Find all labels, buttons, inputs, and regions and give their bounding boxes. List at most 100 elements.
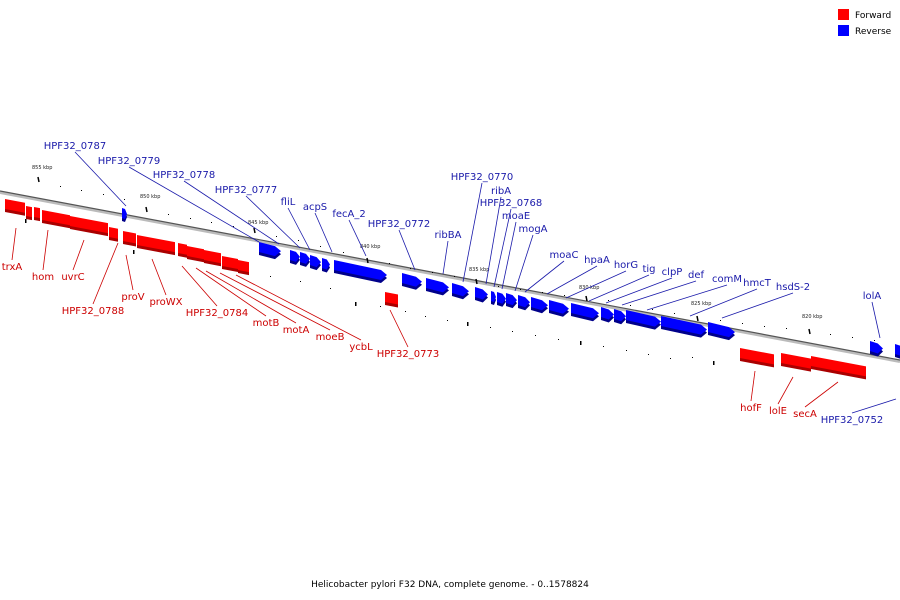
reverse-gene-arrow — [452, 283, 469, 300]
forward-gene-label: hom — [32, 229, 54, 283]
svg-text:acpS: acpS — [303, 202, 327, 213]
svg-text:HPF32_0778: HPF32_0778 — [153, 170, 215, 181]
forward-gene-arrow — [204, 250, 221, 267]
forward-gene-label: HPF32_0788 — [62, 242, 124, 317]
reverse-gene-arrow — [895, 344, 900, 359]
kbp-label: 840 kbp — [360, 244, 380, 250]
svg-text:motB: motB — [253, 318, 280, 329]
svg-text:moaE: moaE — [502, 211, 530, 222]
kbp-label: 850 kbp — [140, 194, 160, 200]
forward-gene-arrow — [178, 243, 187, 258]
scale-ticks: 855 kbp 850 kbp 845 kbp 840 kbp 835 kbp … — [32, 165, 875, 341]
reverse-gene-arrow — [475, 287, 488, 303]
forward-gene-arrow — [34, 207, 40, 222]
forward-gene-arrow — [187, 246, 204, 263]
legend: Forward Reverse — [838, 9, 892, 37]
reverse-gene-arrow — [571, 303, 599, 322]
svg-text:ribA: ribA — [491, 186, 511, 197]
svg-text:secA: secA — [793, 409, 817, 420]
forward-gene-arrow — [42, 210, 70, 229]
svg-text:lolA: lolA — [863, 291, 882, 302]
svg-text:HPF32_0777: HPF32_0777 — [215, 185, 277, 196]
svg-text:hofF: hofF — [740, 403, 762, 414]
forward-gene-arrow — [5, 199, 25, 216]
forward-gene-arrow — [238, 260, 249, 276]
svg-text:moaC: moaC — [550, 250, 579, 261]
reverse-gene-label: hmcT — [689, 278, 772, 317]
reverse-gene-arrow — [870, 341, 883, 357]
reverse-gene-label: comM — [646, 274, 742, 311]
svg-text:def: def — [688, 270, 705, 281]
reverse-gene-arrow — [310, 255, 321, 271]
reverse-gene-label: HPF32_0772 — [368, 219, 430, 271]
forward-gene-arrow — [740, 348, 774, 368]
svg-text:HPF32_0770: HPF32_0770 — [451, 172, 513, 183]
reverse-gene-arrow — [518, 295, 530, 311]
forward-gene-label: hofF — [740, 370, 762, 414]
reverse-gene-label: HPF32_0787 — [44, 141, 127, 207]
forward-gene-label: trxA — [2, 227, 23, 273]
genome-caption: Helicobacter pylori F32 DNA, complete ge… — [311, 580, 589, 590]
reverse-gene-arrow — [426, 278, 449, 296]
reverse-gene-label: HPF32_0777 — [215, 185, 301, 249]
svg-text:ribBA: ribBA — [435, 230, 462, 241]
forward-gene-label: motB — [195, 267, 280, 329]
forward-gene-arrow — [811, 356, 866, 380]
forward-gene-arrow — [385, 292, 398, 308]
reverse-gene-label: ribBA — [435, 230, 462, 275]
forward-gene-label: motA — [205, 270, 310, 336]
reverse-gene-label: HPF32_0768 — [480, 198, 542, 288]
forward-gene-arrow — [109, 227, 118, 242]
reverse-gene-label: HPF32_0778 — [153, 170, 280, 245]
reverse-gene-label: horG — [565, 260, 638, 299]
forward-gene-arrow — [781, 353, 811, 372]
svg-text:motA: motA — [283, 325, 310, 336]
reverse-gene-arrow — [506, 293, 517, 309]
reverse-gene-arrow — [661, 316, 707, 338]
svg-text:fliL: fliL — [281, 197, 296, 208]
svg-text:proV: proV — [121, 292, 144, 303]
kbp-label: 825 kbp — [691, 301, 711, 307]
svg-text:mogA: mogA — [518, 224, 547, 235]
svg-text:HPF32_0773: HPF32_0773 — [377, 349, 439, 360]
reverse-gene-label: hpaA — [546, 255, 610, 295]
reverse-gene-label: tig — [588, 264, 656, 302]
forward-gene-arrow — [123, 231, 136, 247]
reverse-gene-label: HPF32_0752 — [821, 398, 897, 426]
svg-text:fecA_2: fecA_2 — [332, 209, 365, 220]
kbp-label: 835 kbp — [469, 267, 489, 273]
forward-gene-arrow — [26, 206, 32, 221]
reverse-gene-label: fliL — [281, 197, 311, 251]
reverse-gene-arrow — [322, 258, 330, 273]
svg-text:proWX: proWX — [149, 297, 182, 308]
reverse-gene-arrow — [497, 292, 506, 307]
svg-text:hmcT: hmcT — [743, 278, 772, 289]
legend-forward-label: Forward — [855, 11, 891, 21]
reverse-gene-label: HPF32_0779 — [98, 156, 260, 243]
forward-gene-arrow — [70, 216, 108, 237]
svg-text:trxA: trxA — [2, 262, 23, 273]
svg-text:moeB: moeB — [316, 332, 345, 343]
reverse-gene-arrow — [531, 297, 548, 314]
svg-text:HPF32_0752: HPF32_0752 — [821, 415, 883, 426]
forward-gene-label: lolE — [769, 376, 794, 417]
reverse-gene-arrow — [402, 273, 422, 290]
reverse-gene-label: ribA — [485, 186, 511, 285]
reverse-gene-label: acpS — [303, 202, 333, 253]
svg-text:comM: comM — [712, 274, 742, 285]
svg-text:HPF32_0787: HPF32_0787 — [44, 141, 106, 152]
forward-gene-label: secA — [793, 381, 839, 420]
reverse-gene-arrow — [626, 310, 661, 330]
reverse-gene-arrow — [491, 291, 496, 305]
svg-text:hom: hom — [32, 272, 54, 283]
reverse-gene-label: fecA_2 — [332, 209, 367, 257]
forward-gene-label: ycbL — [235, 274, 373, 353]
svg-text:HPF32_0784: HPF32_0784 — [186, 308, 248, 319]
legend-reverse-label: Reverse — [855, 27, 892, 37]
svg-text:lolE: lolE — [769, 406, 787, 417]
forward-gene-label: moeB — [219, 272, 345, 343]
reverse-gene-label: lolA — [863, 291, 882, 339]
svg-text:HPF32_0788: HPF32_0788 — [62, 306, 124, 317]
reverse-gene-label: HPF32_0770 — [451, 172, 513, 283]
